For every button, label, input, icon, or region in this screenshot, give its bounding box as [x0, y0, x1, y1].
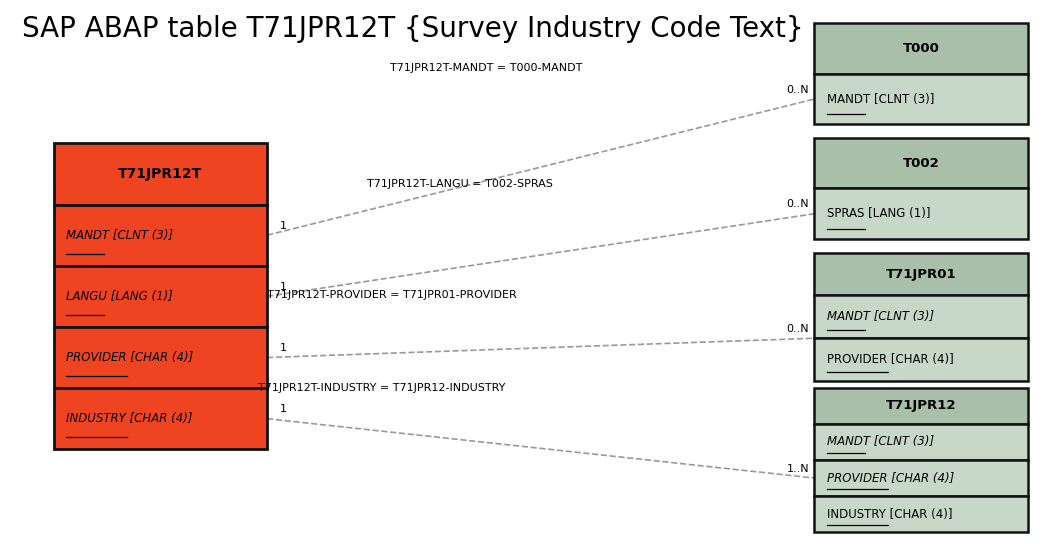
FancyBboxPatch shape — [814, 460, 1028, 496]
Text: 0..N: 0..N — [787, 324, 809, 334]
Text: T71JPR12T-INDUSTRY = T71JPR12-INDUSTRY: T71JPR12T-INDUSTRY = T71JPR12-INDUSTRY — [258, 383, 506, 393]
Text: LANGU [LANG (1)]: LANGU [LANG (1)] — [66, 290, 172, 303]
Text: T71JPR12T: T71JPR12T — [118, 167, 203, 181]
Text: SPRAS [LANG (1)]: SPRAS [LANG (1)] — [827, 207, 930, 220]
Text: 1: 1 — [280, 221, 286, 231]
FancyBboxPatch shape — [53, 205, 268, 266]
FancyBboxPatch shape — [814, 424, 1028, 460]
FancyBboxPatch shape — [53, 327, 268, 388]
Text: 0..N: 0..N — [787, 85, 809, 94]
FancyBboxPatch shape — [53, 143, 268, 205]
Text: MANDT [CLNT (3)]: MANDT [CLNT (3)] — [827, 93, 934, 105]
FancyBboxPatch shape — [814, 496, 1028, 533]
FancyBboxPatch shape — [53, 388, 268, 449]
Text: 1: 1 — [280, 343, 286, 353]
Text: T002: T002 — [903, 156, 939, 170]
FancyBboxPatch shape — [814, 188, 1028, 239]
Text: INDUSTRY [CHAR (4)]: INDUSTRY [CHAR (4)] — [827, 508, 952, 520]
Text: INDUSTRY [CHAR (4)]: INDUSTRY [CHAR (4)] — [66, 412, 192, 425]
FancyBboxPatch shape — [814, 338, 1028, 381]
Text: MANDT [CLNT (3)]: MANDT [CLNT (3)] — [827, 435, 934, 449]
Text: T71JPR01: T71JPR01 — [886, 267, 956, 281]
Text: T000: T000 — [903, 42, 939, 55]
FancyBboxPatch shape — [814, 23, 1028, 74]
FancyBboxPatch shape — [814, 138, 1028, 188]
Text: T71JPR12: T71JPR12 — [886, 399, 956, 412]
Text: PROVIDER [CHAR (4)]: PROVIDER [CHAR (4)] — [827, 353, 954, 366]
FancyBboxPatch shape — [814, 74, 1028, 124]
Text: 1: 1 — [280, 404, 286, 414]
Text: SAP ABAP table T71JPR12T {Survey Industry Code Text}: SAP ABAP table T71JPR12T {Survey Industr… — [22, 15, 804, 43]
Text: T71JPR12T-LANGU = T002-SPRAS: T71JPR12T-LANGU = T002-SPRAS — [367, 180, 553, 189]
Text: T71JPR12T-MANDT = T000-MANDT: T71JPR12T-MANDT = T000-MANDT — [390, 63, 582, 73]
FancyBboxPatch shape — [53, 266, 268, 327]
Text: 1..N: 1..N — [787, 464, 809, 474]
Text: MANDT [CLNT (3)]: MANDT [CLNT (3)] — [66, 229, 173, 242]
FancyBboxPatch shape — [814, 253, 1028, 295]
Text: 1: 1 — [280, 282, 286, 292]
Text: 0..N: 0..N — [787, 199, 809, 209]
FancyBboxPatch shape — [814, 295, 1028, 338]
Text: T71JPR12T-PROVIDER = T71JPR01-PROVIDER: T71JPR12T-PROVIDER = T71JPR01-PROVIDER — [268, 290, 517, 300]
Text: MANDT [CLNT (3)]: MANDT [CLNT (3)] — [827, 310, 934, 323]
FancyBboxPatch shape — [814, 388, 1028, 424]
Text: PROVIDER [CHAR (4)]: PROVIDER [CHAR (4)] — [827, 472, 954, 485]
Text: PROVIDER [CHAR (4)]: PROVIDER [CHAR (4)] — [66, 351, 193, 364]
